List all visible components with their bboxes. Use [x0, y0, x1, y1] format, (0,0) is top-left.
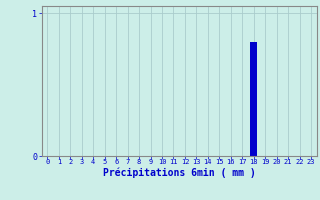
- X-axis label: Précipitations 6min ( mm ): Précipitations 6min ( mm ): [103, 168, 256, 178]
- Bar: [250, 42, 257, 156]
